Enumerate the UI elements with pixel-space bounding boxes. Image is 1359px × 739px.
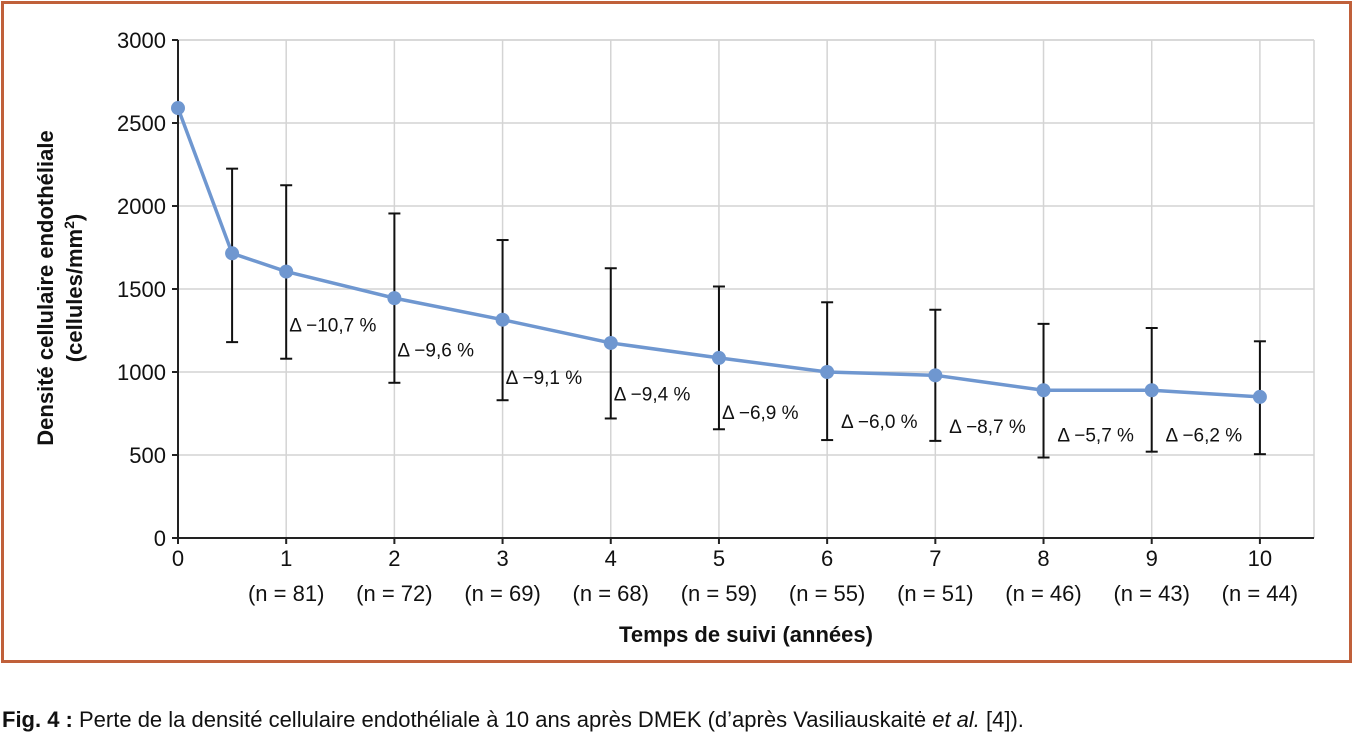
x-tick-label: 8 [1037, 546, 1049, 571]
series-path [176, 107, 1261, 399]
delta-label: Δ −9,6 % [397, 341, 474, 362]
data-point [225, 246, 240, 261]
x-tick-count: (n = 69) [464, 581, 540, 606]
x-tick-label: 3 [496, 546, 508, 571]
x-tick-count: (n = 72) [356, 581, 432, 606]
x-tick-count: (n = 51) [897, 581, 973, 606]
x-tick-label: 1 [280, 546, 292, 571]
data-point [711, 350, 726, 365]
delta-label: Δ −6,9 % [722, 403, 799, 424]
y-axis-title: Densité cellulaire endothéliale (cellule… [33, 130, 87, 445]
y-tick-label: 500 [129, 443, 166, 468]
x-tick-label: 7 [929, 546, 941, 571]
series-line [176, 107, 1261, 399]
data-point [1252, 389, 1267, 404]
figure-frame [1, 1, 1352, 663]
caption-tail: [4]). [979, 707, 1024, 732]
x-axis-title: Temps de suivi (années) [619, 622, 873, 647]
axes [172, 39, 1314, 544]
delta-label: Δ −10,7 % [289, 316, 376, 337]
caption-label: Fig. 4 : [2, 707, 73, 732]
x-tick-count: (n = 46) [1005, 581, 1081, 606]
x-tick-label: 9 [1146, 546, 1158, 571]
y-axis-title-line2: (cellules/mm2) [61, 214, 87, 362]
x-tick-label: 0 [172, 546, 184, 571]
x-tick-count: (n = 68) [573, 581, 649, 606]
y-tick-label: 2500 [117, 111, 166, 136]
grid [178, 39, 1315, 538]
line-chart: Δ −10,7 % Δ −9,6 % Δ −9,1 % Δ −9,4 % Δ −6,9 … [33, 28, 1315, 647]
data-point [603, 335, 618, 350]
data-point [1036, 383, 1051, 398]
y-tick-label: 1500 [117, 277, 166, 302]
delta-label: Δ −6,0 % [841, 412, 918, 433]
data-point [820, 365, 835, 379]
x-tick-count: (n = 44) [1222, 581, 1298, 606]
x-tick-count: (n = 43) [1113, 581, 1189, 606]
x-tick-count: (n = 81) [248, 581, 324, 606]
delta-label: Δ −9,1 % [506, 368, 583, 389]
delta-label: Δ −9,4 % [614, 385, 691, 406]
data-point [387, 291, 402, 306]
x-tick-label: 5 [713, 546, 725, 571]
data-point [171, 101, 185, 116]
figure-caption: Fig. 4 : Perte de la densité cellulaire … [2, 707, 1024, 733]
x-tick-label: 6 [821, 546, 833, 571]
y-tick-label: 0 [154, 526, 166, 551]
y-axis-title-line1: Densité cellulaire endothéliale [33, 130, 58, 445]
y-tick-label: 3000 [117, 28, 166, 53]
x-tick-count: (n = 55) [789, 581, 865, 606]
x-tick-count: (n = 59) [681, 581, 757, 606]
x-tick-label: 2 [388, 546, 400, 571]
delta-label: Δ −6,2 % [1166, 425, 1243, 446]
delta-label: Δ −8,7 % [949, 417, 1026, 438]
x-tick-label: 4 [605, 546, 617, 571]
data-point [928, 368, 943, 383]
tick-labels: 0 500 1000 1500 2000 2500 3000 0 1 (n = 81) 2 (n = … [117, 28, 1298, 606]
data-point [495, 312, 510, 327]
delta-label: Δ −5,7 % [1057, 425, 1134, 446]
data-point [279, 264, 294, 279]
y-tick-label: 2000 [117, 194, 166, 219]
caption-text: Perte de la densité cellulaire endothéli… [72, 707, 933, 732]
caption-italic: et al. [932, 707, 980, 732]
data-points [171, 101, 1267, 404]
delta-annotations: Δ −10,7 % Δ −9,6 % Δ −9,1 % Δ −9,4 % Δ −6,9 … [289, 316, 1242, 447]
x-tick-label: 10 [1248, 546, 1272, 571]
y-tick-label: 1000 [117, 360, 166, 385]
data-point [1144, 383, 1159, 398]
